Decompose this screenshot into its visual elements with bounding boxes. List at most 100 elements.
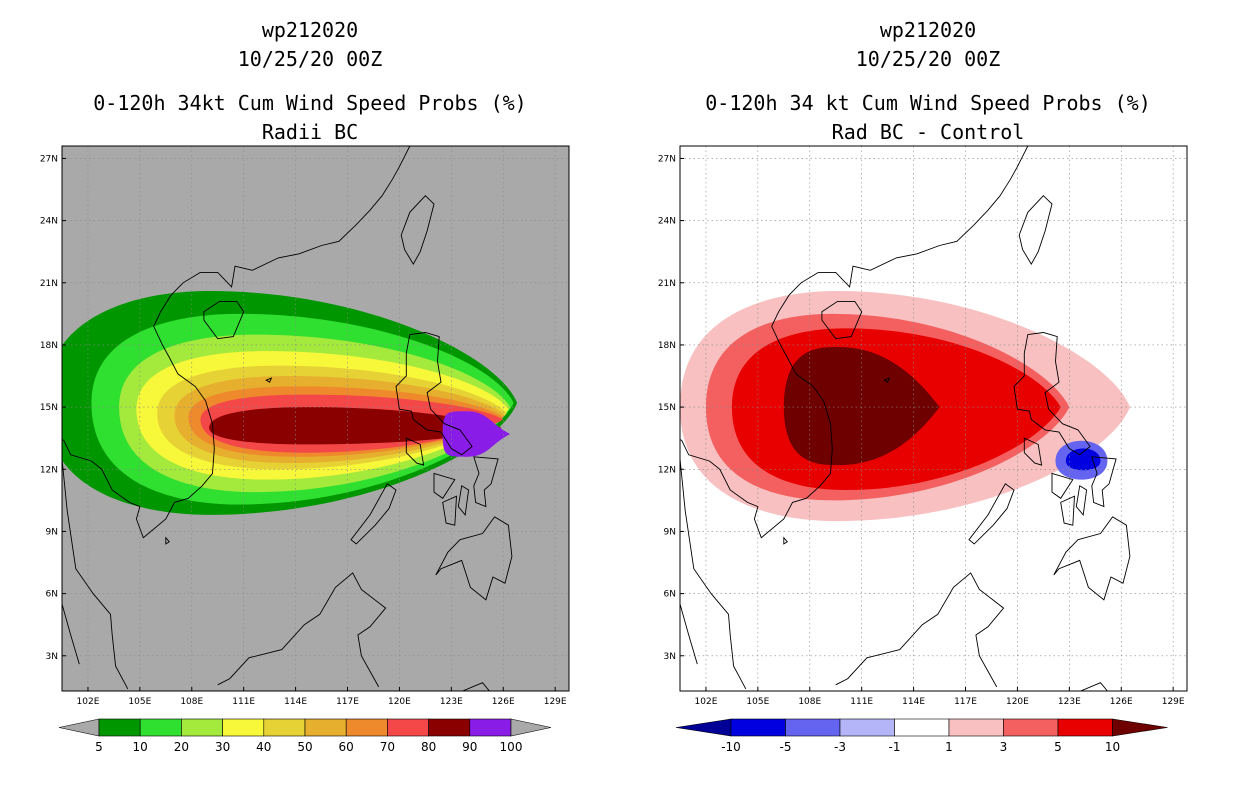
colorbar-label: 80	[421, 740, 436, 754]
colorbar-swatch	[139, 718, 182, 737]
lat-tick-label: 3N	[664, 652, 676, 662]
lat-tick-label: 3N	[46, 652, 58, 662]
right-chart-title: 0-120h 34 kt Cum Wind Speed Probs (%)	[705, 91, 1151, 115]
coastline-path	[1060, 495, 1075, 526]
plot-frame	[679, 145, 1188, 692]
colorbar-label: 100	[500, 740, 523, 754]
lon-tick-label: 126E	[492, 697, 515, 707]
coastline-path	[265, 377, 273, 383]
colorbar-extend-high	[510, 718, 552, 737]
coastline-path	[1091, 456, 1117, 508]
coastline-path	[457, 485, 470, 516]
coastlines	[680, 146, 1131, 691]
right-chart-subtitle: Rad BC - Control	[831, 120, 1025, 144]
colorbar-swatch	[1057, 718, 1113, 737]
colorbar-swatch	[98, 718, 141, 737]
right-datetime: 10/25/20 00Z	[855, 47, 1001, 71]
lon-tick-label: 102E	[77, 697, 100, 707]
coastline-path	[821, 300, 863, 340]
coastline-path	[62, 458, 129, 690]
lon-tick-label: 117E	[336, 697, 359, 707]
coastline-path	[680, 272, 833, 539]
probability-field	[680, 291, 1130, 522]
colorbar-swatch	[839, 718, 895, 737]
colorbar-label: 5	[95, 740, 103, 754]
left-storm-id: wp212020	[261, 18, 359, 42]
lon-tick-label: 117E	[954, 697, 977, 707]
coastline-path	[395, 332, 473, 456]
coastline-path	[835, 572, 1005, 688]
lat-tick-label: 6N	[46, 590, 58, 600]
contour-level-neg10	[1065, 448, 1101, 471]
coastline-path	[968, 483, 1015, 545]
grid-lines	[62, 146, 569, 691]
colorbar-swatch	[387, 718, 429, 737]
colorbar-swatch	[304, 718, 347, 737]
coastline-path	[473, 456, 499, 508]
colorbar-swatch	[469, 718, 512, 737]
lat-tick-label: 12N	[40, 465, 58, 475]
colorbar-label: -3	[834, 740, 846, 754]
colorbar-label: 60	[339, 740, 354, 754]
coastline-path	[1013, 332, 1091, 456]
coastline-path	[62, 603, 80, 665]
coastline-path	[783, 536, 788, 545]
coastline-path	[680, 458, 747, 690]
lon-tick-label: 123E	[1058, 697, 1081, 707]
coastline-path	[405, 437, 425, 466]
coastline-path	[433, 472, 456, 499]
colorbar-label: 3	[1000, 740, 1008, 754]
coastline-path	[203, 300, 245, 340]
lat-tick-label: 18N	[40, 341, 58, 351]
colorbar-label: 70	[380, 740, 395, 754]
left-chart-title: 0-120h 34kt Cum Wind Speed Probs (%)	[93, 91, 527, 115]
lat-tick-label: 9N	[664, 527, 676, 537]
coastline-path	[442, 495, 457, 526]
lon-tick-label: 108E	[180, 697, 203, 707]
colorbar-extend-low	[675, 718, 732, 737]
coastline-path	[818, 146, 1029, 288]
coastline-path	[400, 195, 435, 265]
lat-tick-label: 27N	[40, 154, 58, 164]
contour-level-10	[783, 347, 940, 466]
coastline-path	[200, 146, 411, 288]
colorbar-swatch	[222, 718, 265, 737]
lat-tick-label: 18N	[658, 341, 676, 351]
probability-field	[62, 291, 518, 515]
colorbar-label: 10	[1105, 740, 1120, 754]
lat-tick-label: 9N	[46, 527, 58, 537]
lat-tick-label: 21N	[658, 279, 676, 289]
lat-tick-label: 15N	[658, 403, 676, 413]
lon-tick-label: 129E	[544, 697, 567, 707]
colorbar-swatch	[785, 718, 841, 737]
lon-tick-label: 120E	[1006, 697, 1029, 707]
contour-level-90	[442, 411, 511, 457]
lon-tick-label: 123E	[440, 697, 463, 707]
colorbar-label: -5	[780, 740, 792, 754]
colorbar-label: -1	[889, 740, 901, 754]
lat-tick-label: 24N	[658, 217, 676, 227]
lon-tick-label: 105E	[128, 697, 151, 707]
lon-tick-label: 114E	[902, 697, 925, 707]
left-datetime: 10/25/20 00Z	[237, 47, 383, 71]
colorbar-label: 1	[945, 740, 953, 754]
colorbar-swatch	[894, 718, 950, 737]
colorbar-swatch	[730, 718, 786, 737]
colorbar: 5 10 20 30 40 50 60 70 80 90 100	[58, 718, 552, 754]
lon-tick-label: 114E	[284, 697, 307, 707]
plot-frame	[61, 145, 570, 692]
colorbar-swatch	[428, 718, 471, 737]
coastline-path	[350, 483, 397, 545]
lat-tick-label: 6N	[664, 590, 676, 600]
contour-level-80	[209, 407, 502, 445]
colorbar-swatch	[1003, 718, 1059, 737]
coastlines	[62, 146, 513, 691]
colorbar-label: 20	[174, 740, 189, 754]
lon-tick-label: 105E	[746, 697, 769, 707]
lon-tick-label: 102E	[695, 697, 718, 707]
lon-tick-label: 126E	[1110, 697, 1133, 707]
colorbar-label: 90	[462, 740, 477, 754]
colorbar: -10 -5 -3 -1 1 3 5 10	[675, 718, 1168, 754]
colorbar-swatch	[181, 718, 223, 737]
